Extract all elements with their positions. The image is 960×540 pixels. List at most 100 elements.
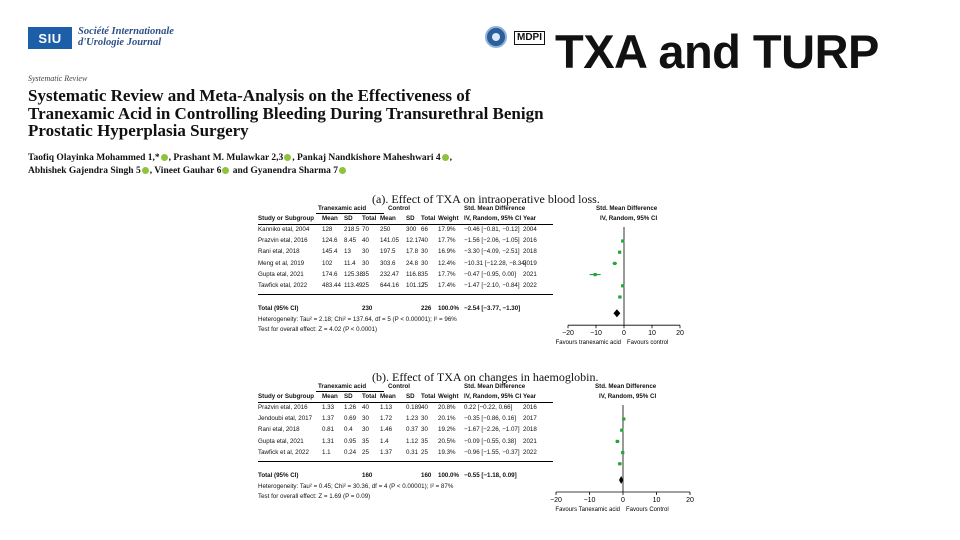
table-cell: 20.5% xyxy=(438,437,456,445)
table-cell: 0.22 [−0.22, 0.66] xyxy=(464,404,513,411)
column-header: IV, Random, 95% CI xyxy=(464,393,522,400)
table-cell: 1.31 xyxy=(322,437,335,445)
table-cell: 35 xyxy=(362,270,369,278)
column-header: SD xyxy=(344,393,353,400)
heterogeneity-text: Heterogeneity: Tau² = 2.18; Chi² = 137.6… xyxy=(258,316,457,324)
table-cell: 101.17 xyxy=(406,282,425,289)
column-header: Year xyxy=(523,393,537,400)
orcid-icon xyxy=(222,167,230,175)
table-rule xyxy=(316,391,384,392)
table-cell: 0.81 xyxy=(322,426,335,434)
column-header: SD xyxy=(406,215,415,222)
table-cell: 1.12 xyxy=(406,437,419,445)
table-cell: 11.4 xyxy=(344,259,356,267)
table-cell: 17.7% xyxy=(438,270,456,278)
total-n-treatment: 230 xyxy=(362,305,373,313)
x-tick-label: −10 xyxy=(590,330,602,337)
table-cell: 116.8 xyxy=(406,270,422,278)
x-tick-label: 20 xyxy=(686,497,694,504)
table-cell: −0.09 [−0.55, 0.38] xyxy=(464,437,516,445)
siu-logo: SIU xyxy=(28,27,72,49)
table-cell: −0.47 [−0.95, 0.00] xyxy=(464,270,516,278)
table-cell: 0.24 xyxy=(344,448,357,456)
table-cell: 2018 xyxy=(523,426,537,434)
table-cell: 128 xyxy=(322,226,333,233)
author-line-1: Taofiq Olayinka Mohammed 1,* , Prashant M… xyxy=(28,152,548,165)
table-cell: 2021 xyxy=(523,270,537,278)
column-header: Weight xyxy=(438,215,459,222)
study-point xyxy=(622,417,626,421)
favours-right-label: Favours control xyxy=(627,340,668,346)
heterogeneity-text: Heterogeneity: Tau² = 0.45; Chi² = 30.36… xyxy=(258,483,454,490)
table-cell: 30 xyxy=(421,415,428,423)
overall-effect-text: Test for overall effect: Z = 1.69 (P = 0… xyxy=(258,493,371,500)
author-line-2: Abhishek Gajendra Singh 5 , Vineet Gauhar… xyxy=(28,165,548,178)
orcid-icon xyxy=(284,154,292,162)
table-cell: 0.31 xyxy=(406,448,419,456)
table-cell: −1.67 [−2.26, −1.07] xyxy=(464,426,520,434)
journal-name: Société Internationale d'Urologie Journa… xyxy=(78,26,174,48)
favours-right-label: Favours Control xyxy=(626,507,669,513)
plot-effect-header: Std. Mean Difference xyxy=(596,205,658,212)
table-cell: 1.26 xyxy=(344,404,357,411)
table-cell: 0.4 xyxy=(344,426,353,434)
table-cell: 35 xyxy=(421,437,428,445)
author: , Pankaj Nandkishore Maheshwari 4 xyxy=(292,153,441,163)
table-cell: 0.95 xyxy=(344,437,357,445)
table-rule xyxy=(316,213,384,214)
table-cell: 1.33 xyxy=(322,404,335,411)
table-cell: 30 xyxy=(421,259,428,267)
author: Abhishek Gajendra Singh 5 xyxy=(28,166,141,176)
table-cell: 2022 xyxy=(523,448,537,456)
column-header: SD xyxy=(406,393,415,400)
table-cell: 0.69 xyxy=(344,415,357,423)
total-effect: −0.55 [−1.18, 0.09] xyxy=(464,472,517,479)
table-cell: 300 xyxy=(406,226,417,233)
author: and Gyanendra Sharma 7 xyxy=(230,166,339,176)
table-cell: −1.56 [−2.06, −1.05] xyxy=(464,237,520,245)
table-cell: 2018 xyxy=(523,248,537,256)
table-cell: 40 xyxy=(362,404,369,411)
table-cell: 1.37 xyxy=(380,448,393,456)
article-type: Systematic Review xyxy=(28,74,88,83)
table-cell: 35 xyxy=(421,270,428,278)
table-cell: 25 xyxy=(421,282,428,289)
table-cell: 125.38 xyxy=(344,270,363,278)
table-cell: 66 xyxy=(421,226,428,233)
total-label: Total (95% CI) xyxy=(258,472,299,479)
effect-header: Std. Mean Difference xyxy=(464,383,526,390)
table-cell: 35 xyxy=(362,437,369,445)
table-cell: 218.5 xyxy=(344,226,360,233)
table-cell: Gupta etal, 2021 xyxy=(258,270,304,278)
siu-seal-icon xyxy=(485,26,507,48)
author-separator: , xyxy=(449,153,453,163)
table-cell: 2016 xyxy=(523,237,537,245)
table-cell: 1.23 xyxy=(406,415,419,423)
table-cell: 1.13 xyxy=(380,404,393,411)
author: Taofiq Olayinka Mohammed 1,* xyxy=(28,153,160,163)
pooled-diamond xyxy=(613,309,621,318)
table-cell: 644.16 xyxy=(380,282,399,289)
orcid-icon xyxy=(141,167,149,175)
author: , Vineet Gauhar 6 xyxy=(149,166,222,176)
effect-header: Std. Mean Difference xyxy=(464,205,526,212)
table-cell: 19.2% xyxy=(438,426,456,434)
table-cell: −0.96 [−1.55, −0.37] xyxy=(464,448,520,456)
x-tick-label: 20 xyxy=(676,330,684,337)
table-cell: Rani etal, 2018 xyxy=(258,426,300,434)
total-weight: 100.0% xyxy=(438,472,459,479)
table-cell: −0.46 [−0.81, −0.12] xyxy=(464,226,520,233)
study-point xyxy=(618,295,622,299)
table-cell: 17.9% xyxy=(438,226,456,233)
column-header: Mean xyxy=(380,393,396,400)
column-header: Study or Subgroup xyxy=(258,393,315,400)
column-header: IV, Random, 95% CI xyxy=(464,215,522,222)
table-cell: 24.8 xyxy=(406,259,419,267)
table-cell: 0.189 xyxy=(406,404,422,411)
group-header-control: Control xyxy=(388,205,410,212)
table-cell: Prazvin etal, 2016 xyxy=(258,237,308,245)
table-cell: 2016 xyxy=(523,404,537,411)
forest-plot-svg: −20 −10 0 10 20 Favours Tanexamic acid Favours… xyxy=(550,405,694,513)
figure-caption: (b). Effect of TXA on changes in haemogl… xyxy=(372,370,599,384)
column-header: Total xyxy=(362,393,377,400)
